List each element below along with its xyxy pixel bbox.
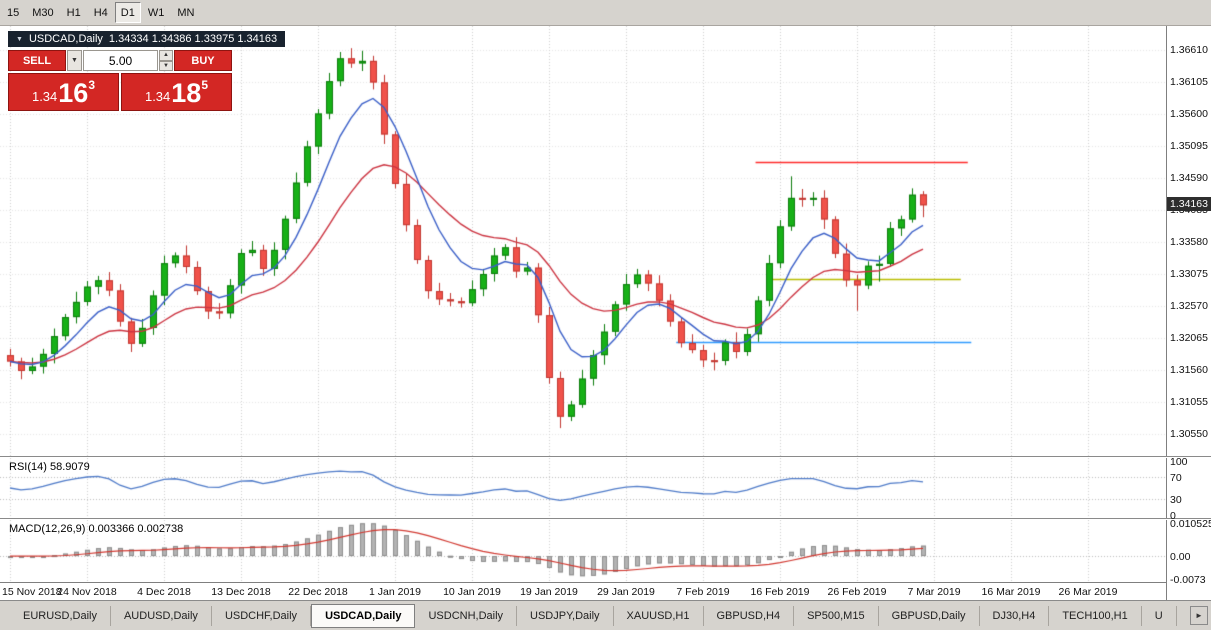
timeframe-button-mn[interactable]: MN bbox=[177, 6, 195, 19]
tab-sp500-m15[interactable]: SP500,M15 bbox=[794, 605, 879, 626]
timeframe-button-15[interactable]: 15 bbox=[7, 6, 20, 19]
time-axis-label: 16 Mar 2019 bbox=[981, 586, 1041, 598]
ask-price-point: 5 bbox=[201, 78, 209, 92]
time-axis-label: 19 Jan 2019 bbox=[520, 586, 578, 598]
chart-title-bar: ▼ USDCAD,Daily 1.34334 1.34386 1.33975 1… bbox=[8, 31, 286, 47]
time-axis-label: 7 Mar 2019 bbox=[907, 586, 961, 598]
rsi-panel-canvas[interactable] bbox=[0, 458, 1166, 518]
ask-price-big-digits: 18 bbox=[171, 78, 202, 109]
volume-input[interactable] bbox=[83, 50, 158, 71]
tab-xauusd-h1[interactable]: XAUUSD,H1 bbox=[614, 605, 704, 626]
tab-eurusd-daily[interactable]: EURUSD,Daily bbox=[10, 605, 111, 626]
time-axis-label: 13 Dec 2018 bbox=[211, 586, 271, 598]
macd-axis-label: 0.010525 bbox=[1170, 518, 1211, 530]
rsi-indicator-label: RSI(14) 58.9079 bbox=[9, 461, 90, 473]
price-axis: 1.34163 1.36610 1.36105 1.35600 1.35095 1.34… bbox=[1167, 26, 1211, 456]
chart-window: 1.34163 1.36610 1.36105 1.35600 1.35095 1.34… bbox=[0, 26, 1211, 600]
time-axis-label: 7 Feb 2019 bbox=[676, 586, 730, 598]
buy-button[interactable]: BUY bbox=[174, 50, 232, 71]
macd-indicator-label: MACD(12,26,9) 0.003366 0.002738 bbox=[9, 523, 184, 535]
ask-price-display: 1.34 18 5 bbox=[121, 73, 232, 111]
chart-symbol-title: USDCAD,Daily bbox=[28, 33, 103, 45]
timeframe-button-m30[interactable]: M30 bbox=[32, 6, 54, 19]
tab-u[interactable]: U bbox=[1142, 605, 1177, 626]
time-axis-label: 4 Dec 2018 bbox=[137, 586, 191, 598]
tab-scroll-right-button[interactable]: ► bbox=[1190, 606, 1208, 625]
tab-usdchf-daily[interactable]: USDCHF,Daily bbox=[212, 605, 312, 626]
bid-price-prefix: 1.34 bbox=[31, 89, 58, 104]
timeframe-button-h4[interactable]: H4 bbox=[93, 6, 108, 19]
ask-price-prefix: 1.34 bbox=[144, 89, 171, 104]
panel-separator[interactable] bbox=[0, 456, 1211, 458]
price-axis-label: 1.33075 bbox=[1170, 268, 1208, 281]
sell-button[interactable]: SELL bbox=[8, 50, 66, 71]
timeframe-button-h1[interactable]: H1 bbox=[66, 6, 81, 19]
rsi-axis: 100 70 30 0 bbox=[1167, 456, 1211, 522]
volume-dropdown-icon[interactable]: ▼ bbox=[67, 50, 82, 71]
one-click-trading-panel: SELL ▼ ▲ ▼ BUY 1.34 16 3 1.34 18 5 bbox=[8, 50, 232, 111]
rsi-axis-label: 30 bbox=[1170, 493, 1182, 506]
panel-separator[interactable] bbox=[0, 518, 1211, 520]
volume-spin-up-icon[interactable]: ▲ bbox=[159, 50, 173, 61]
time-axis-label: 26 Feb 2019 bbox=[827, 586, 887, 598]
tab-dj30-h4[interactable]: DJ30,H4 bbox=[980, 605, 1050, 626]
tab-tech100-h1[interactable]: TECH100,H1 bbox=[1049, 605, 1142, 626]
bid-price-big-digits: 16 bbox=[58, 78, 89, 109]
price-scale-strip bbox=[1166, 26, 1211, 600]
macd-axis: 0.010525 0.00 -0.0073 bbox=[1167, 518, 1211, 586]
bid-price-display: 1.34 16 3 bbox=[8, 73, 119, 111]
bid-price-point: 3 bbox=[88, 78, 96, 92]
macd-axis-label: -0.0073 bbox=[1170, 574, 1206, 586]
time-axis: 15 Nov 2018 24 Nov 2018 4 Dec 2018 13 Dec 2… bbox=[0, 582, 1166, 600]
tab-usdcnh-daily[interactable]: USDCNH,Daily bbox=[415, 605, 518, 626]
rsi-axis-label: 70 bbox=[1170, 472, 1182, 485]
rsi-axis-label: 100 bbox=[1170, 456, 1188, 468]
volume-spin-down-icon[interactable]: ▼ bbox=[159, 60, 173, 71]
panel-collapse-icon[interactable]: ▼ bbox=[16, 35, 23, 43]
chart-tabs: EURUSD,Daily AUDUSD,Daily USDCHF,Daily USDC… bbox=[10, 603, 1177, 628]
tab-usdcad-daily[interactable]: USDCAD,Daily bbox=[311, 603, 416, 628]
timeframe-button-w1[interactable]: W1 bbox=[147, 6, 165, 19]
time-axis-label: 10 Jan 2019 bbox=[443, 586, 501, 598]
price-axis-label: 1.30550 bbox=[1170, 428, 1208, 441]
time-axis-label: 15 Nov 2018 bbox=[2, 586, 62, 598]
current-price-tag: 1.34163 bbox=[1167, 197, 1211, 212]
timeframe-button-d1[interactable]: D1 bbox=[114, 2, 141, 23]
timeframe-toolbar: 15 M30 H1 H4 D1 W1 MN bbox=[0, 0, 1211, 26]
tab-usdjpy-daily[interactable]: USDJPY,Daily bbox=[517, 605, 614, 626]
time-axis-label: 24 Nov 2018 bbox=[57, 586, 117, 598]
tab-gbpusd-h4[interactable]: GBPUSD,H4 bbox=[704, 605, 795, 626]
price-axis-label: 1.36105 bbox=[1170, 76, 1208, 89]
price-axis-label: 1.31560 bbox=[1170, 364, 1208, 377]
chart-tabs-bar: EURUSD,Daily AUDUSD,Daily USDCHF,Daily USDC… bbox=[0, 600, 1211, 630]
price-axis-label: 1.32065 bbox=[1170, 332, 1208, 345]
price-axis-label: 1.36610 bbox=[1170, 44, 1208, 57]
price-axis-label: 1.32570 bbox=[1170, 300, 1208, 313]
price-axis-label: 1.34590 bbox=[1170, 172, 1208, 185]
time-axis-label: 1 Jan 2019 bbox=[369, 586, 421, 598]
tab-audusd-daily[interactable]: AUDUSD,Daily bbox=[111, 605, 212, 626]
price-axis-label: 1.35095 bbox=[1170, 140, 1208, 153]
time-axis-label: 29 Jan 2019 bbox=[597, 586, 655, 598]
price-axis-label: 1.33580 bbox=[1170, 236, 1208, 249]
price-axis-label: 1.31055 bbox=[1170, 396, 1208, 409]
macd-panel-canvas[interactable] bbox=[0, 520, 1166, 582]
time-axis-label: 26 Mar 2019 bbox=[1058, 586, 1118, 598]
time-axis-label: 16 Feb 2019 bbox=[750, 586, 810, 598]
rsi-axis-label: 0 bbox=[1170, 510, 1176, 522]
time-axis-label: 22 Dec 2018 bbox=[288, 586, 348, 598]
chart-ohlc-values: 1.34334 1.34386 1.33975 1.34163 bbox=[108, 33, 278, 45]
price-axis-label: 1.35600 bbox=[1170, 108, 1208, 121]
macd-axis-label: 0.00 bbox=[1170, 551, 1191, 564]
tab-gbpusd-daily[interactable]: GBPUSD,Daily bbox=[879, 605, 980, 626]
